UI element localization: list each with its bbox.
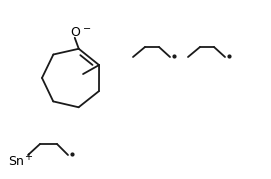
Text: Sn: Sn: [8, 155, 24, 168]
Text: O: O: [70, 26, 80, 39]
Text: −: −: [83, 24, 91, 34]
Text: +: +: [24, 152, 32, 162]
